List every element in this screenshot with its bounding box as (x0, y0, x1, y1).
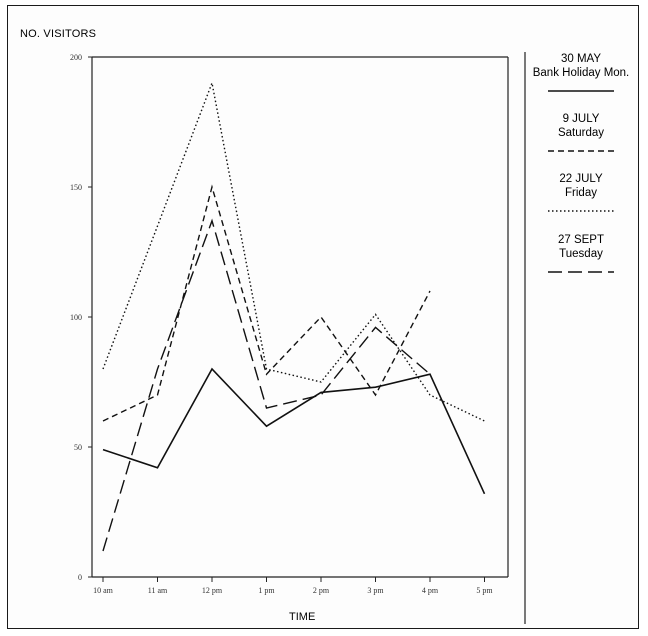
y-tick-label: 100 (70, 313, 82, 322)
x-tick-label: 5 pm (476, 586, 493, 595)
chart-frame (7, 5, 639, 629)
x-tick-label: 3 pm (367, 586, 384, 595)
x-tick-label: 2 pm (313, 586, 330, 595)
x-tick-label: 1 pm (258, 586, 275, 595)
legend-date: 30 MAY (561, 53, 601, 65)
y-tick-label: 150 (70, 183, 82, 192)
legend-date: 22 JULY (559, 173, 603, 185)
legend-date: 9 JULY (563, 113, 600, 125)
series-line-3 (102, 80, 485, 422)
y-tick-label: 50 (74, 443, 82, 452)
legend-day: Saturday (558, 127, 604, 139)
x-tick-label: 11 am (148, 586, 168, 595)
series-line-2 (102, 184, 431, 422)
legend-day: Friday (565, 187, 597, 199)
legend-day: Tuesday (559, 248, 603, 260)
y-tick-label: 200 (70, 53, 82, 62)
series-line-4 (102, 218, 431, 552)
series-line-1 (102, 367, 486, 495)
x-axis-label: TIME (289, 611, 315, 623)
y-tick-label: 0 (78, 573, 82, 582)
x-tick-label: 10 am (93, 586, 114, 595)
x-tick-label: 4 pm (422, 586, 439, 595)
legend-date: 27 SEPT (558, 234, 604, 246)
y-axis-label: NO. VISITORS (20, 28, 96, 40)
x-tick-label: 12 pm (202, 586, 223, 595)
legend-day: Bank Holiday Mon. (533, 67, 630, 79)
